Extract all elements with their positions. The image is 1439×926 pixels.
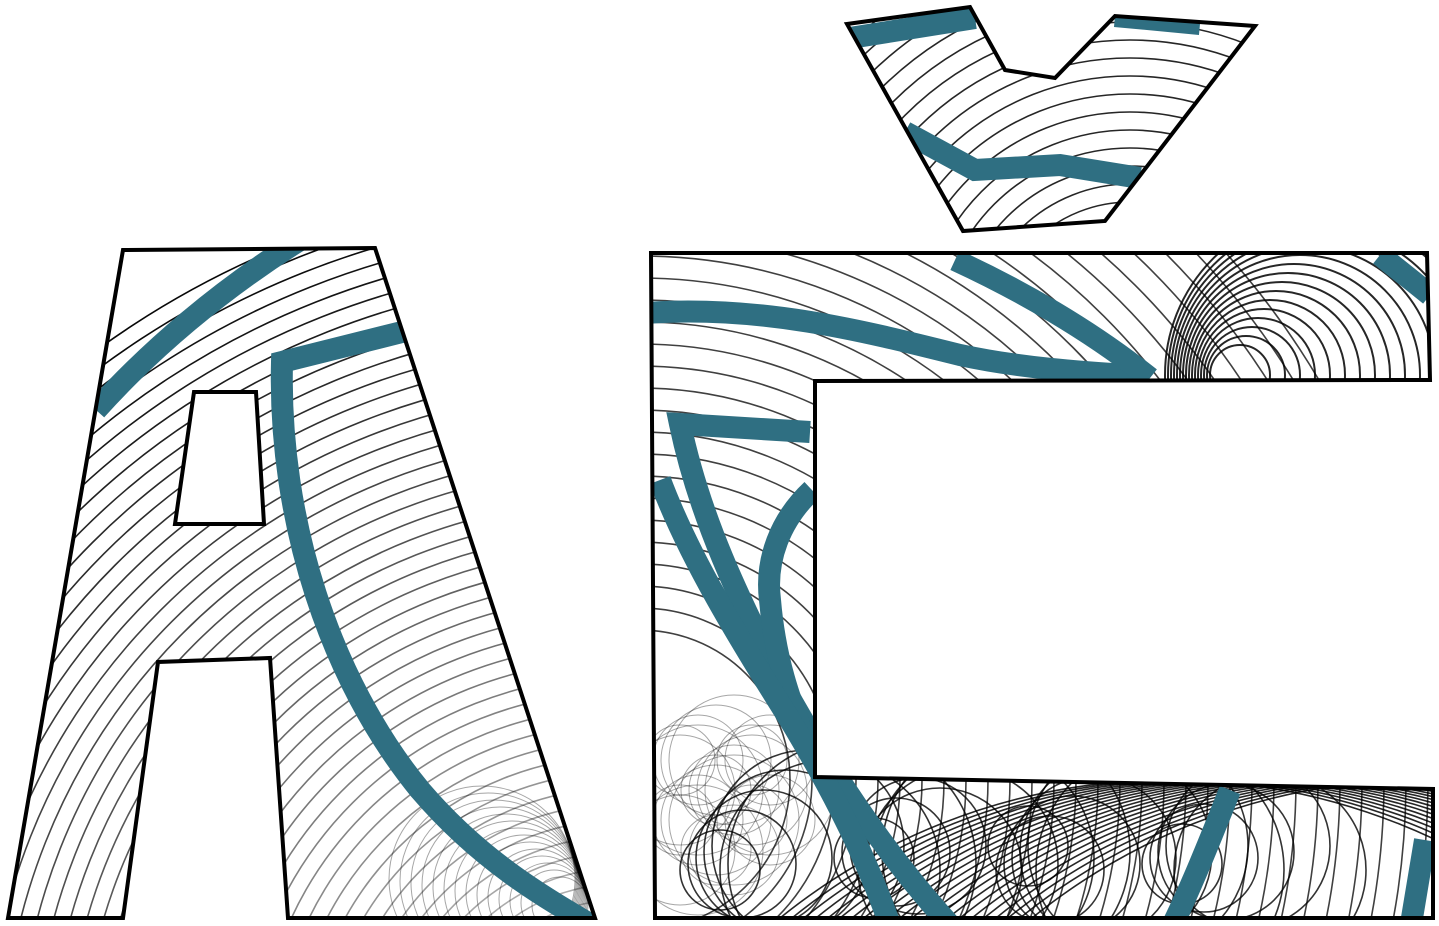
letter-a-outline bbox=[5, 245, 598, 920]
letter-c-accent-bands bbox=[651, 253, 1433, 918]
hatch-loop bbox=[651, 784, 716, 856]
hatch-arc bbox=[651, 519, 901, 918]
hatch-loop bbox=[688, 804, 780, 896]
hatch-loop bbox=[1182, 263, 1406, 487]
hatch-arc bbox=[847, 57, 1255, 231]
hatch-arc bbox=[865, 75, 1255, 231]
hatch-loop bbox=[680, 754, 752, 826]
accent-band bbox=[1399, 838, 1433, 918]
hatch-arc bbox=[883, 93, 1255, 231]
accent-band bbox=[651, 300, 1141, 387]
hatch-arc bbox=[651, 779, 1433, 918]
hatch-arc bbox=[847, 39, 1255, 231]
hatch-loop bbox=[724, 774, 816, 866]
hatch-loop bbox=[1191, 290, 1361, 460]
letter-a-hatching bbox=[8, 248, 595, 918]
hatch-loop bbox=[651, 794, 736, 906]
hatch-arc bbox=[847, 7, 1255, 231]
hatch-loop bbox=[716, 724, 788, 796]
accent-band bbox=[651, 476, 901, 918]
hatch-loop bbox=[695, 789, 833, 918]
accent-band bbox=[848, 7, 977, 49]
hatch-loop bbox=[399, 792, 577, 918]
hatch-loop bbox=[1200, 317, 1316, 433]
hatch-loop bbox=[668, 754, 800, 886]
hatch-loop bbox=[716, 784, 788, 856]
hatch-arc bbox=[8, 435, 595, 918]
hatch-loop bbox=[651, 724, 764, 856]
hatch-loop bbox=[651, 784, 764, 916]
accent-band bbox=[87, 248, 306, 418]
hatch-loop bbox=[841, 797, 951, 907]
hatch-loop bbox=[388, 785, 576, 918]
caron-outline bbox=[843, 4, 1259, 234]
accent-band bbox=[899, 122, 1142, 189]
hatch-arc bbox=[901, 111, 1255, 231]
hatch-loop bbox=[421, 806, 579, 918]
hatch-arc bbox=[97, 547, 595, 918]
accent-band bbox=[950, 253, 1157, 387]
hatch-loop bbox=[487, 848, 585, 918]
hatch-arc bbox=[651, 629, 791, 918]
hatch-arc bbox=[651, 365, 1055, 918]
hatch-loop bbox=[688, 744, 780, 836]
accent-band bbox=[270, 319, 595, 918]
hatch-loop bbox=[1188, 281, 1376, 469]
hatch-loop bbox=[454, 827, 582, 918]
hatch-loop bbox=[509, 862, 587, 918]
hatch-arc bbox=[8, 307, 595, 918]
hatch-loop bbox=[476, 841, 584, 918]
hatch-arc bbox=[65, 515, 595, 918]
hatch-loop bbox=[696, 734, 808, 846]
hatch-arc bbox=[651, 253, 1187, 918]
hatch-arc bbox=[113, 563, 595, 918]
hatch-loop bbox=[680, 814, 752, 886]
hatch-arc bbox=[651, 563, 857, 918]
hatch-loop bbox=[660, 764, 772, 876]
hatch-loop bbox=[1003, 795, 1141, 918]
letter-a-glyph bbox=[5, 245, 598, 920]
hatch-arc bbox=[955, 165, 1255, 231]
hatch-loop bbox=[668, 694, 800, 826]
hatch-loop bbox=[432, 813, 580, 918]
hatch-arc bbox=[33, 483, 595, 918]
hatch-arc bbox=[17, 467, 595, 918]
accent-band bbox=[1373, 253, 1433, 304]
hatch-loop bbox=[520, 869, 588, 918]
hatch-loop bbox=[995, 815, 1105, 918]
hatch-arc bbox=[8, 355, 595, 918]
caron-glyph bbox=[843, 4, 1259, 234]
accent-band bbox=[1160, 785, 1241, 918]
hatch-arc bbox=[8, 419, 595, 918]
hatch-arc bbox=[919, 129, 1255, 231]
letter-c-outline bbox=[648, 251, 1435, 920]
hatch-loop bbox=[651, 734, 736, 846]
hatch-loop bbox=[498, 855, 586, 918]
hatch-loop bbox=[443, 820, 581, 918]
hatch-loop bbox=[410, 799, 578, 918]
hatch-loop bbox=[687, 809, 797, 918]
letter-a-accent-bands bbox=[87, 248, 595, 918]
hatch-loop bbox=[1209, 344, 1271, 406]
hatch-loop bbox=[651, 724, 716, 796]
hatch-loop bbox=[660, 704, 772, 816]
hatch-loop bbox=[531, 876, 589, 918]
hatch-arc bbox=[937, 147, 1255, 231]
hatch-loop bbox=[465, 834, 583, 918]
